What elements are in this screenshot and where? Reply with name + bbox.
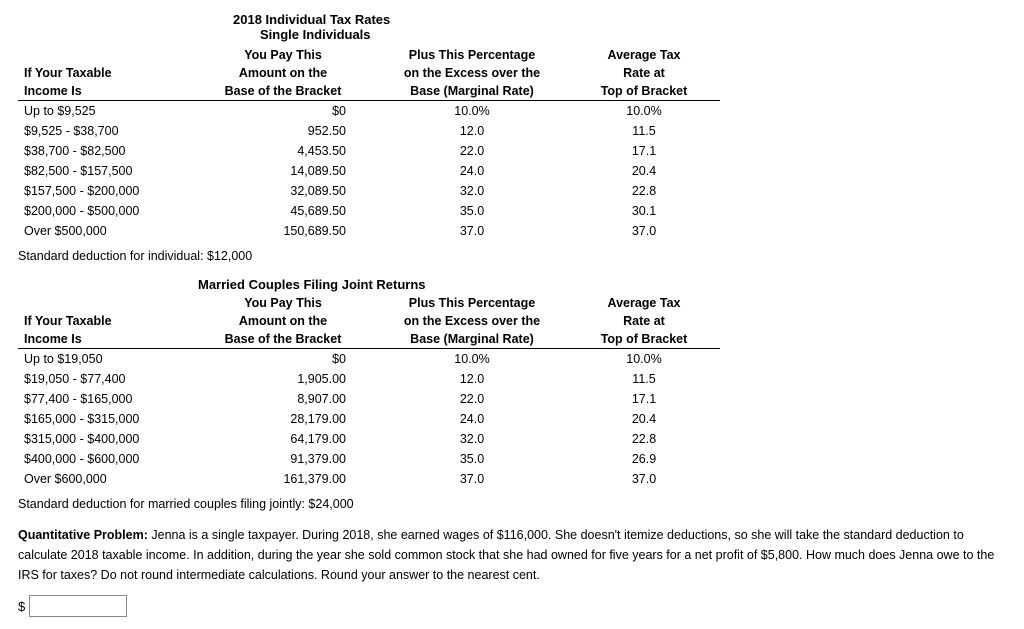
col1-head-a: If Your Taxable	[18, 64, 190, 82]
cell-income: $315,000 - $400,000	[18, 429, 190, 449]
answer-input[interactable]	[29, 595, 127, 617]
col4-head-b: Rate at	[568, 64, 720, 82]
cell-avg: 10.0%	[568, 101, 720, 122]
cell-base: 4,453.50	[190, 141, 376, 161]
cell-base: 64,179.00	[190, 429, 376, 449]
cell-rate: 35.0	[376, 201, 568, 221]
table-row: Up to $9,525$010.0%10.0%	[18, 101, 720, 122]
cell-avg: 20.4	[568, 409, 720, 429]
cell-avg: 30.1	[568, 201, 720, 221]
cell-avg: 10.0%	[568, 349, 720, 370]
table-row: $157,500 - $200,00032,089.5032.022.8	[18, 181, 720, 201]
title-block: 2018 Individual Tax Rates Single Individ…	[18, 12, 1006, 42]
cell-base: $0	[190, 349, 376, 370]
quantitative-problem: Quantitative Problem: Jenna is a single …	[18, 525, 1006, 585]
cell-base: 8,907.00	[190, 389, 376, 409]
col2-head-b: Amount on the	[190, 64, 376, 82]
cell-rate: 12.0	[376, 369, 568, 389]
cell-avg: 37.0	[568, 221, 720, 241]
cell-income: $400,000 - $600,000	[18, 449, 190, 469]
table-row: $200,000 - $500,00045,689.5035.030.1	[18, 201, 720, 221]
col2-head-a: You Pay This	[190, 46, 376, 64]
cell-avg: 17.1	[568, 389, 720, 409]
cell-income: $82,500 - $157,500	[18, 161, 190, 181]
cell-rate: 35.0	[376, 449, 568, 469]
cell-rate: 22.0	[376, 389, 568, 409]
table-row: $315,000 - $400,00064,179.0032.022.8	[18, 429, 720, 449]
cell-base: 91,379.00	[190, 449, 376, 469]
cell-income: Over $600,000	[18, 469, 190, 489]
cell-avg: 11.5	[568, 369, 720, 389]
currency-symbol: $	[18, 599, 25, 614]
cell-income: $157,500 - $200,000	[18, 181, 190, 201]
table-row: Over $600,000161,379.0037.037.0	[18, 469, 720, 489]
cell-income: $77,400 - $165,000	[18, 389, 190, 409]
col3-head-b: on the Excess over the	[376, 64, 568, 82]
col2-head-c: Base of the Bracket	[190, 82, 376, 101]
cell-rate: 32.0	[376, 181, 568, 201]
table-row: $165,000 - $315,00028,179.0024.020.4	[18, 409, 720, 429]
table-row: $400,000 - $600,00091,379.0035.026.9	[18, 449, 720, 469]
cell-rate: 24.0	[376, 409, 568, 429]
table-row: $82,500 - $157,50014,089.5024.020.4	[18, 161, 720, 181]
table-row: $9,525 - $38,700952.5012.011.5	[18, 121, 720, 141]
table-row: Up to $19,050$010.0%10.0%	[18, 349, 720, 370]
table-row: $19,050 - $77,4001,905.0012.011.5	[18, 369, 720, 389]
cell-rate: 10.0%	[376, 349, 568, 370]
single-deduction-note: Standard deduction for individual: $12,0…	[18, 249, 1006, 263]
cell-avg: 11.5	[568, 121, 720, 141]
table-row: $77,400 - $165,0008,907.0022.017.1	[18, 389, 720, 409]
cell-avg: 22.8	[568, 181, 720, 201]
single-tbody: Up to $9,525$010.0%10.0%$9,525 - $38,700…	[18, 101, 720, 242]
married-subtitle: Married Couples Filing Joint Returns	[198, 277, 1006, 292]
single-subtitle: Single Individuals	[260, 27, 1006, 42]
cell-rate: 37.0	[376, 221, 568, 241]
cell-income: $19,050 - $77,400	[18, 369, 190, 389]
cell-rate: 37.0	[376, 469, 568, 489]
problem-label: Quantitative Problem:	[18, 528, 148, 542]
cell-rate: 32.0	[376, 429, 568, 449]
answer-row: $	[18, 595, 1006, 617]
married-deduction-note: Standard deduction for married couples f…	[18, 497, 1006, 511]
cell-base: 45,689.50	[190, 201, 376, 221]
problem-text: Jenna is a single taxpayer. During 2018,…	[18, 528, 994, 582]
married-tax-table: You Pay This Plus This Percentage Averag…	[18, 294, 720, 489]
cell-base: 952.50	[190, 121, 376, 141]
cell-income: Over $500,000	[18, 221, 190, 241]
single-tax-table: You Pay This Plus This Percentage Averag…	[18, 46, 720, 241]
cell-avg: 20.4	[568, 161, 720, 181]
cell-avg: 17.1	[568, 141, 720, 161]
cell-base: 32,089.50	[190, 181, 376, 201]
col4-head-c: Top of Bracket	[568, 82, 720, 101]
cell-base: 1,905.00	[190, 369, 376, 389]
cell-rate: 12.0	[376, 121, 568, 141]
cell-rate: 22.0	[376, 141, 568, 161]
cell-avg: 26.9	[568, 449, 720, 469]
cell-base: 28,179.00	[190, 409, 376, 429]
col3-head-c: Base (Marginal Rate)	[376, 82, 568, 101]
cell-income: $165,000 - $315,000	[18, 409, 190, 429]
cell-avg: 37.0	[568, 469, 720, 489]
cell-rate: 24.0	[376, 161, 568, 181]
married-tbody: Up to $19,050$010.0%10.0%$19,050 - $77,4…	[18, 349, 720, 490]
cell-income: $38,700 - $82,500	[18, 141, 190, 161]
cell-avg: 22.8	[568, 429, 720, 449]
col1-head-b: Income Is	[18, 82, 190, 101]
cell-income: Up to $19,050	[18, 349, 190, 370]
table-row: $38,700 - $82,5004,453.5022.017.1	[18, 141, 720, 161]
cell-income: $9,525 - $38,700	[18, 121, 190, 141]
cell-base: $0	[190, 101, 376, 122]
cell-base: 150,689.50	[190, 221, 376, 241]
cell-base: 161,379.00	[190, 469, 376, 489]
table-row: Over $500,000150,689.5037.037.0	[18, 221, 720, 241]
cell-rate: 10.0%	[376, 101, 568, 122]
page-title: 2018 Individual Tax Rates	[233, 12, 1006, 27]
cell-income: $200,000 - $500,000	[18, 201, 190, 221]
col4-head-a: Average Tax	[568, 46, 720, 64]
cell-base: 14,089.50	[190, 161, 376, 181]
cell-income: Up to $9,525	[18, 101, 190, 122]
col3-head-a: Plus This Percentage	[376, 46, 568, 64]
